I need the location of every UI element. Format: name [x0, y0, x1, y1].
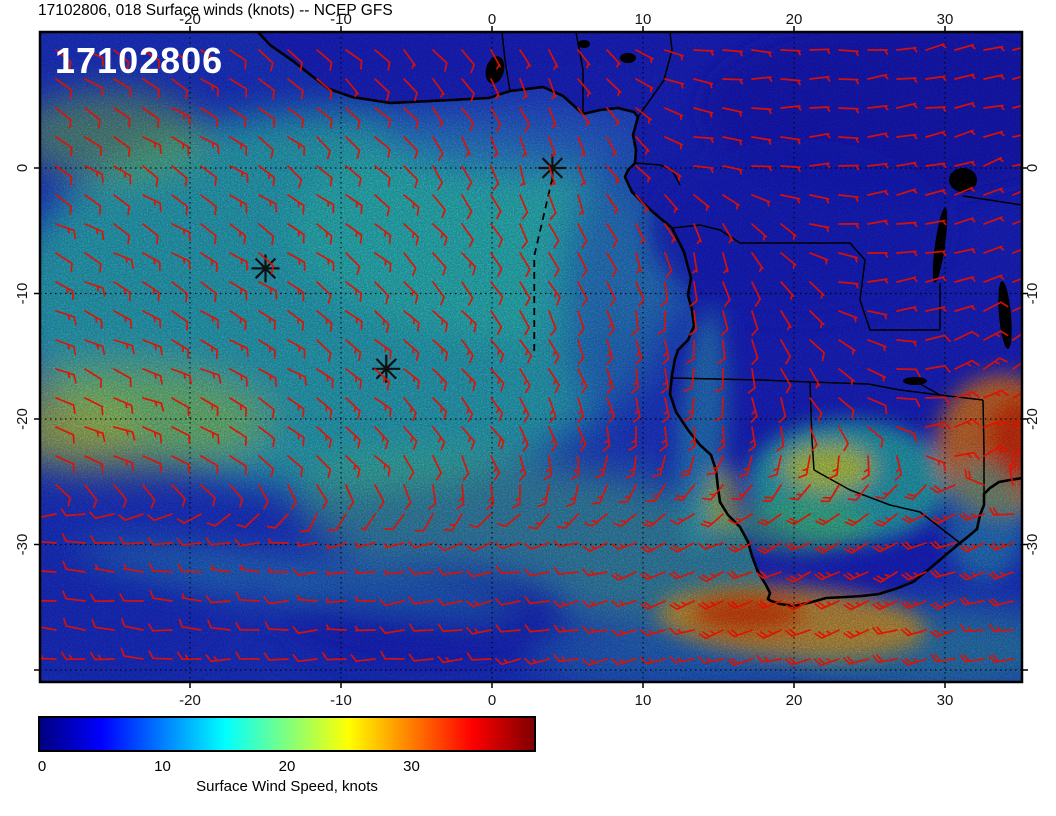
axis-label-right: -10 — [1024, 283, 1041, 305]
axis-labels: -20 -10 0 10 20 30 -20 -10 0 10 20 30 0 -10 -20 -30 0 -10… — [14, 11, 1041, 709]
axis-label-top: 20 — [786, 11, 803, 28]
axis-label-right: -20 — [1024, 408, 1041, 430]
asterisk-marker — [251, 254, 280, 283]
colorbar: 0 10 20 30 Surface Wind Speed, knots — [38, 716, 536, 812]
axis-label-bottom: -10 — [330, 692, 352, 709]
axis-label-top: 10 — [635, 11, 652, 28]
axis-label-top: -10 — [330, 11, 352, 28]
graticule — [40, 32, 1022, 682]
track-line — [533, 177, 554, 357]
axis-label-right: -30 — [1024, 534, 1041, 556]
colorbar-gradient — [38, 716, 536, 752]
colorbar-tick: 10 — [154, 758, 171, 775]
station-markers — [251, 154, 567, 383]
axis-label-bottom: 30 — [937, 692, 954, 709]
axis-label-left: 0 — [14, 164, 31, 172]
axis-label-bottom: 0 — [488, 692, 496, 709]
figure-title: 17102806, 018 Surface winds (knots) -- N… — [38, 2, 393, 19]
axis-label-bottom: 20 — [786, 692, 803, 709]
axis-label-left: -30 — [14, 534, 31, 556]
axis-label-left: -10 — [14, 283, 31, 305]
axis-label-bottom: -20 — [179, 692, 201, 709]
colorbar-caption: Surface Wind Speed, knots — [196, 778, 378, 795]
edge-ticks — [34, 26, 1028, 688]
axis-label-top: 0 — [488, 11, 496, 28]
axis-label-bottom: 10 — [635, 692, 652, 709]
plot-frame — [38, 30, 1024, 684]
axis-label-left: -20 — [14, 408, 31, 430]
colorbar-tick: 20 — [278, 758, 296, 775]
wind-barbs-layer — [40, 43, 1022, 666]
asterisk-marker — [372, 354, 401, 383]
axis-label-top: -20 — [179, 11, 201, 28]
asterisk-marker — [538, 154, 567, 182]
colorbar-tick: 30 — [403, 758, 420, 775]
colorbar-tick: 0 — [37, 758, 47, 775]
axis-label-right: 0 — [1024, 164, 1041, 172]
run-label-overlay: 17102806 — [55, 40, 224, 81]
axis-label-top: 30 — [937, 11, 954, 28]
